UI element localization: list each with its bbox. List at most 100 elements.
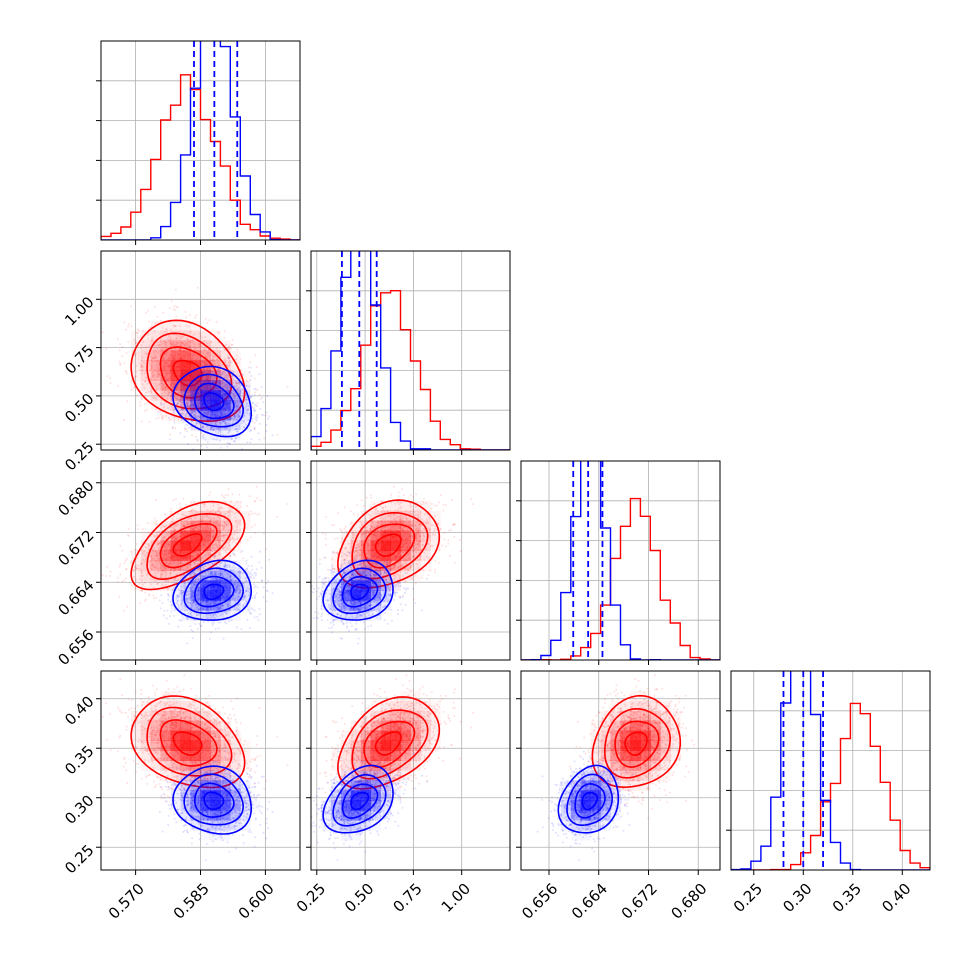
scatter-point: [174, 535, 177, 538]
scatter-point: [217, 503, 219, 506]
scatter-point: [217, 427, 220, 430]
scatter-point: [258, 422, 261, 425]
scatter-point: [230, 437, 233, 440]
density-cell: [160, 400, 171, 411]
scatter-point: [130, 550, 133, 553]
scatter-point: [167, 390, 170, 393]
scatter-point: [166, 545, 169, 548]
scatter-point: [230, 500, 233, 503]
scatter-point: [234, 415, 237, 417]
scatter-point: [229, 510, 232, 513]
scatter-point: [163, 342, 166, 345]
scatter-point: [190, 404, 193, 407]
density-cell: [210, 390, 221, 401]
density-cell: [130, 370, 142, 381]
scatter-point: [133, 385, 136, 388]
scatter-point: [163, 609, 166, 612]
scatter-point: [185, 430, 188, 433]
scatter-point: [248, 385, 251, 388]
scatter-point: [195, 400, 198, 402]
scatter-point: [197, 587, 200, 590]
scatter-point: [154, 382, 157, 385]
scatter-point: [222, 433, 225, 436]
scatter-point: [186, 338, 189, 340]
scatter-point: [129, 305, 132, 308]
scatter-point: [245, 402, 248, 405]
density-cell: [200, 430, 211, 441]
scatter-point: [214, 431, 217, 433]
scatter-point: [156, 375, 159, 378]
scatter-point: [101, 574, 104, 577]
scatter-point: [146, 574, 148, 577]
scatter-point: [200, 432, 203, 435]
scatter-point: [175, 315, 178, 318]
scatter-point: [233, 539, 236, 542]
scatter-point: [159, 546, 162, 549]
scatter-point: [233, 414, 236, 417]
scatter-point: [141, 589, 144, 592]
scatter-point: [163, 347, 166, 350]
panel-2-0: [96, 460, 301, 665]
scatter-point: [220, 411, 223, 414]
scatter-point: [223, 427, 226, 430]
panel-0-0: [96, 40, 301, 245]
scatter-point: [166, 609, 169, 612]
scatter-point: [223, 420, 226, 423]
scatter-point: [221, 382, 224, 384]
scatter-point: [175, 306, 178, 309]
scatter-point: [203, 349, 206, 351]
density-cell: [150, 370, 161, 381]
scatter-point: [148, 327, 150, 330]
scatter-point: [150, 555, 152, 558]
scatter-point: [226, 387, 229, 390]
scatter-point: [286, 385, 289, 388]
scatter-point: [225, 566, 228, 569]
scatter-point: [155, 417, 158, 420]
scatter-point: [227, 514, 230, 517]
scatter-point: [223, 540, 226, 543]
scatter-point: [221, 524, 224, 527]
scatter-point: [214, 574, 217, 577]
scatter-point: [189, 400, 192, 403]
scatter-point: [212, 381, 215, 384]
scatter-point: [244, 398, 247, 401]
scatter-point: [139, 344, 142, 347]
scatter-point: [166, 380, 169, 383]
scatter-point: [210, 422, 213, 425]
scatter-point: [163, 383, 166, 386]
scatter-point: [203, 348, 206, 351]
scatter-point: [212, 621, 215, 624]
scatter-point: [150, 359, 153, 362]
scatter-point: [206, 412, 209, 415]
scatter-point: [156, 533, 159, 536]
density-cell: [220, 380, 231, 391]
scatter-point: [168, 419, 171, 421]
scatter-point: [178, 568, 181, 571]
scatter-point: [169, 342, 172, 345]
scatter-point: [196, 440, 199, 442]
scatter-point: [233, 415, 236, 418]
scatter-point: [148, 593, 151, 596]
scatter-point: [236, 399, 239, 402]
scatter-point: [191, 528, 194, 531]
density-cell: [150, 380, 161, 391]
scatter-point: [172, 570, 175, 573]
scatter-point: [236, 587, 239, 590]
scatter-point: [181, 412, 184, 415]
density-cell: [180, 320, 191, 331]
scatter-point: [206, 411, 208, 414]
scatter-point: [224, 384, 227, 387]
density-cell: [220, 410, 231, 421]
density-cell: [190, 350, 201, 361]
scatter-point: [173, 416, 176, 419]
scatter-point: [106, 565, 109, 568]
scatter-point: [251, 574, 254, 577]
scatter-point: [215, 577, 218, 580]
scatter-point: [210, 341, 213, 344]
scatter-point: [218, 381, 221, 384]
scatter-point: [262, 414, 265, 417]
scatter-point: [236, 388, 239, 390]
scatter-point: [192, 390, 195, 393]
scatter-point: [216, 525, 219, 528]
scatter-point: [162, 614, 165, 617]
